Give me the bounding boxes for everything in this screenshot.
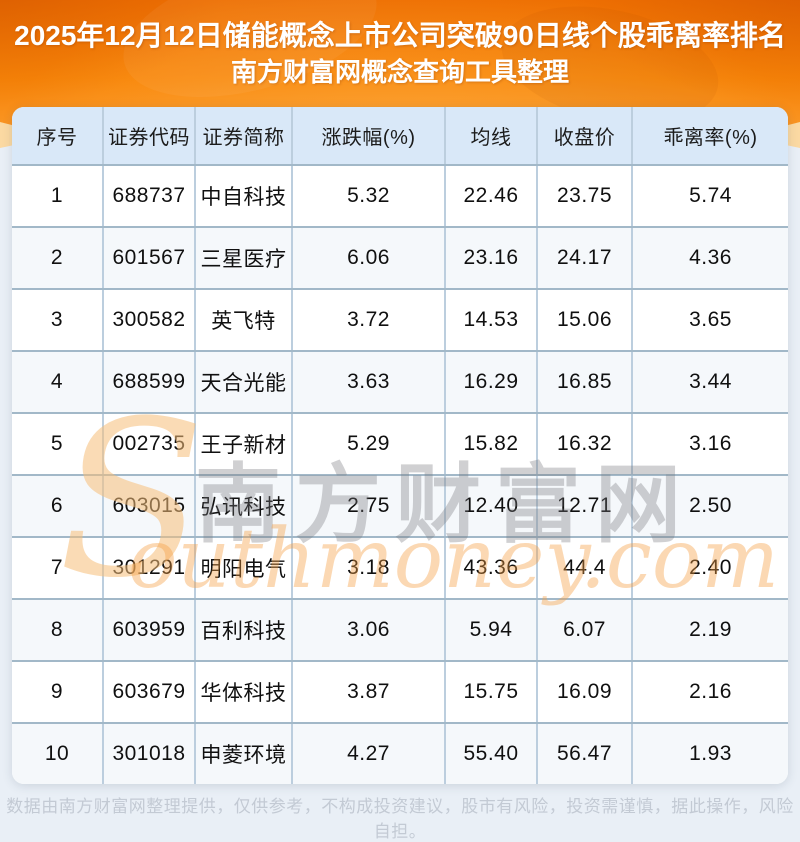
table-cell: 4.36 [689,246,732,269]
table-cell: 2.16 [689,680,732,703]
table-cell: 10 [12,724,104,784]
table-cell: 44.4 [538,538,633,598]
title-line-2: 南方财富网概念查询工具整理 [230,57,569,87]
table-cell: 王子新材 [196,414,293,474]
table-row: 7 301291 明阳电气 3.18 43.36 44.4 2.40 [12,536,788,598]
table-cell: 16.09 [538,662,633,722]
table-cell: 华体科技 [196,662,293,722]
table-cell: 3.87 [293,662,446,722]
table-cell: 9 [12,662,104,722]
table-cell: 14.53 [446,290,538,350]
table-row: 8 603959 百利科技 3.06 5.94 6.07 2.19 [12,598,788,660]
table-cell: 23.16 [446,228,538,288]
table-cell: 56.47 [538,724,633,784]
table-cell: 16.85 [538,352,633,412]
column-header: 序号 [12,107,104,164]
table-row: 9 603679 华体科技 3.87 15.75 16.09 2.16 [12,660,788,722]
table-cell: 百利科技 [196,600,293,660]
table-cell: 15.06 [538,290,633,350]
table-cell: 申菱环境 [196,724,293,784]
table-cell: 16.29 [446,352,538,412]
table-cell: 8 [12,600,104,660]
column-header: 乖离率(%) [663,127,758,149]
table-body: 1 688737 中自科技 5.32 22.46 23.75 5.74 2 601567 三星医疗… [12,164,788,784]
table-cell: 3.06 [293,600,446,660]
table-cell: 688737 [104,166,196,226]
table-cell: 23.75 [538,166,633,226]
table-cell: 天合光能 [196,352,293,412]
table-cell: 603679 [104,662,196,722]
table-cell: 2.19 [689,618,732,641]
table-cell: 5 [12,414,104,474]
table-cell: 301291 [104,538,196,598]
column-header: 证券代码 [104,107,196,164]
table-cell: 3.72 [293,290,446,350]
table-cell: 300582 [104,290,196,350]
table-cell: 2.50 [689,494,732,517]
table-cell: 三星医疗 [196,228,293,288]
table-row: 5 002735 王子新材 5.29 15.82 16.32 3.16 [12,412,788,474]
table-cell: 5.29 [293,414,446,474]
table-cell: 43.36 [446,538,538,598]
table-row: 6 603015 弘讯科技 2.75 12.40 12.71 2.50 [12,474,788,536]
column-header: 均线 [446,107,538,164]
table-cell: 6.07 [538,600,633,660]
table-cell: 英飞特 [196,290,293,350]
table-cell: 603959 [104,600,196,660]
table-cell: 3.65 [689,308,732,331]
title-line-1: 2025年12月12日储能概念上市公司突破90日线个股乖离率排名 [14,20,786,51]
table-cell: 601567 [104,228,196,288]
table-cell: 603015 [104,476,196,536]
table-cell: 12.71 [538,476,633,536]
page-title: 2025年12月12日储能概念上市公司突破90日线个股乖离率排名 南方财富网概念… [0,18,800,88]
table-cell: 弘讯科技 [196,476,293,536]
table-cell: 5.32 [293,166,446,226]
table-cell: 6 [12,476,104,536]
table-cell: 1.93 [689,742,732,765]
table-cell: 55.40 [446,724,538,784]
table-cell: 15.82 [446,414,538,474]
table-cell: 3.16 [689,432,732,455]
table-cell: 3.63 [293,352,446,412]
column-header: 收盘价 [538,107,633,164]
table-row: 2 601567 三星医疗 6.06 23.16 24.17 4.36 [12,226,788,288]
table-cell: 中自科技 [196,166,293,226]
table-cell: 5.74 [689,184,732,207]
table-cell: 3 [12,290,104,350]
table-row: 4 688599 天合光能 3.63 16.29 16.85 3.44 [12,350,788,412]
table-row: 10 301018 申菱环境 4.27 55.40 56.47 1.93 [12,722,788,784]
table-cell: 4 [12,352,104,412]
table-cell: 002735 [104,414,196,474]
table-cell: 明阳电气 [196,538,293,598]
column-header: 证券简称 [196,107,293,164]
table-cell: 3.44 [689,370,732,393]
table-cell: 24.17 [538,228,633,288]
table-cell: 4.27 [293,724,446,784]
table-cell: 301018 [104,724,196,784]
table-cell: 22.46 [446,166,538,226]
table-cell: 2.40 [689,556,732,579]
table-cell: 2 [12,228,104,288]
table-header-row: 序号 证券代码 证券简称 涨跌幅(%) 均线 收盘价 乖离率(%) [12,107,788,164]
table-cell: 2.75 [293,476,446,536]
table-cell: 12.40 [446,476,538,536]
table-cell: 16.32 [538,414,633,474]
table-cell: 3.18 [293,538,446,598]
table-row: 3 300582 英飞特 3.72 14.53 15.06 3.65 [12,288,788,350]
table-cell: 15.75 [446,662,538,722]
table-cell: 5.94 [446,600,538,660]
table-cell: 7 [12,538,104,598]
table-row: 1 688737 中自科技 5.32 22.46 23.75 5.74 [12,164,788,226]
table-cell: 1 [12,166,104,226]
table-cell: 688599 [104,352,196,412]
disclaimer-text: 数据由南方财富网整理提供，仅供参考，不构成投资建议，股市有风险，投资需谨慎，据此… [6,797,794,841]
column-header: 涨跌幅(%) [293,107,446,164]
table-cell: 6.06 [293,228,446,288]
ranking-table: 序号 证券代码 证券简称 涨跌幅(%) 均线 收盘价 乖离率(%) 1 688737 中自科技 5… [12,107,788,784]
